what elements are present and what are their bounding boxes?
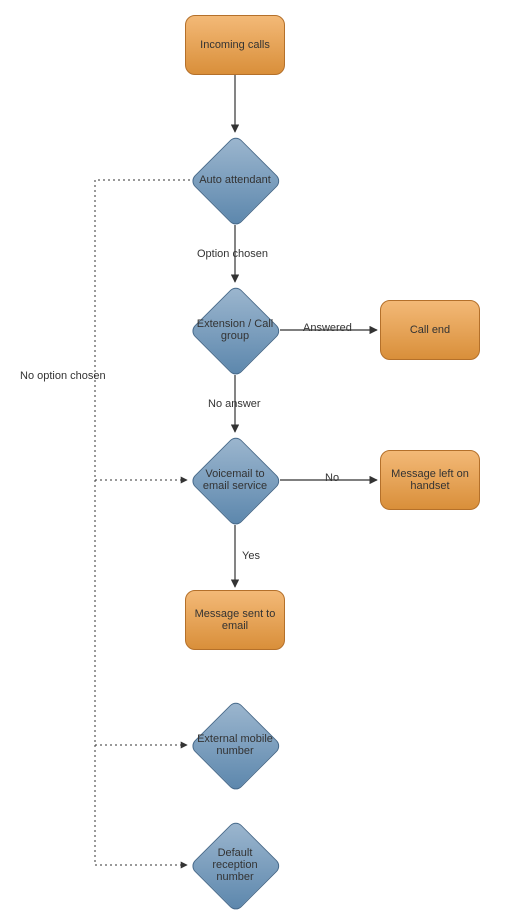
node-label: Voicemail to email service <box>190 468 280 492</box>
node-auto: Auto attendant <box>190 135 280 225</box>
node-label: Default reception number <box>190 847 280 883</box>
node-label: Extension / Call group <box>190 318 280 342</box>
node-label: Message left on handset <box>385 468 475 492</box>
node-label: External mobile number <box>190 733 280 757</box>
edge-label-e2: Option chosen <box>197 248 268 260</box>
node-callend: Call end <box>380 300 480 360</box>
edge-label-e6: Yes <box>242 550 260 562</box>
edge-d2 <box>95 480 187 745</box>
node-label: Message sent to email <box>190 608 280 632</box>
edge-label-e4: No answer <box>208 398 261 410</box>
node-incoming: Incoming calls <box>185 15 285 75</box>
node-vm: Voicemail to email service <box>190 435 280 525</box>
node-ext: Extension / Call group <box>190 285 280 375</box>
edge-label-e5: No <box>325 472 339 484</box>
node-label: Auto attendant <box>195 174 275 186</box>
node-label: Incoming calls <box>200 39 270 51</box>
node-handset: Message left on handset <box>380 450 480 510</box>
node-reception: Default reception number <box>190 820 280 910</box>
flowchart-canvas: Incoming calls Auto attendant Extension / … <box>0 0 515 920</box>
node-sentemail: Message sent to email <box>185 590 285 650</box>
edge-label-e3: Answered <box>303 322 352 334</box>
node-extmobile: External mobile number <box>190 700 280 790</box>
edge-d3 <box>95 745 187 865</box>
edge-d1 <box>95 180 190 480</box>
node-label: Call end <box>410 324 450 336</box>
edge-label-d_label: No option chosen <box>20 370 106 382</box>
